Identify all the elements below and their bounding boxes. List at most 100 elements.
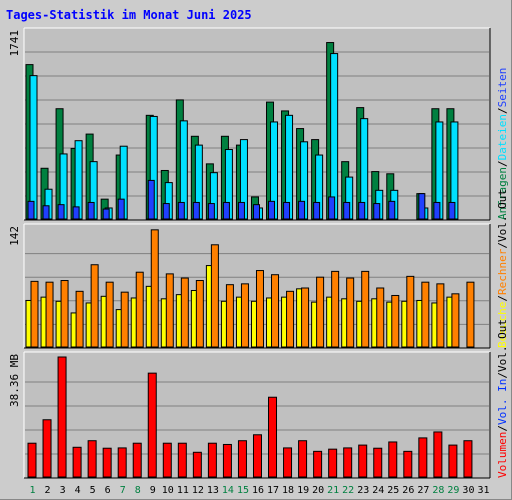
legend-item-anfragen: Anfragen (496, 167, 509, 220)
bar-volumen-day-21 (328, 448, 338, 478)
day-label-22: 22 (342, 485, 354, 496)
day-label-2: 2 (45, 485, 51, 496)
day-label-23: 23 (357, 485, 369, 496)
bar-rechner-day-26 (406, 275, 415, 348)
day-label-19: 19 (297, 485, 309, 496)
bar-volumen-day-24 (373, 447, 383, 478)
bar-volumen-day-11 (177, 442, 187, 478)
bar-rechner-day-8 (135, 271, 144, 348)
bar-volumen-day-5 (87, 440, 97, 478)
bar-rechner-day-20 (316, 276, 325, 348)
day-label-18: 18 (282, 485, 294, 496)
bar-volumen-day-10 (162, 442, 172, 478)
bar-rechner-day-17 (271, 274, 280, 348)
bar-seiten-day-25 (388, 200, 396, 220)
day-label-30: 30 (462, 485, 474, 496)
bar-rechner-day-12 (195, 280, 204, 348)
bar-rechner-day-4 (75, 290, 84, 348)
panel-bottom-legend: Volumen/Vol. In/Vol. Out (496, 319, 509, 478)
legend-separator: / (496, 372, 509, 379)
legend-item-rechner: Rechner (496, 248, 509, 295)
bar-seiten-day-1 (27, 200, 35, 220)
panel-top-ymax-label: 1741 (8, 30, 21, 57)
day-label-16: 16 (252, 485, 264, 496)
bar-seiten-day-17 (268, 200, 276, 220)
day-label-17: 17 (267, 485, 279, 496)
day-label-12: 12 (192, 485, 204, 496)
legend-item-vol-out: Vol. Out (496, 189, 509, 242)
day-label-9: 9 (150, 485, 156, 496)
bar-rechner-day-9 (150, 229, 159, 348)
bar-rechner-day-1 (30, 280, 39, 348)
bar-volumen-day-18 (283, 447, 293, 478)
day-label-28: 28 (432, 485, 444, 496)
legend-item-dateien: Dateien (496, 114, 509, 160)
day-label-24: 24 (372, 485, 384, 496)
day-label-5: 5 (90, 485, 96, 496)
bar-rechner-day-25 (391, 294, 400, 348)
day-label-31: 31 (477, 485, 489, 496)
bar-volumen-day-25 (388, 441, 398, 478)
day-label-26: 26 (402, 485, 414, 496)
bar-rechner-day-22 (346, 277, 355, 348)
day-label-6: 6 (105, 485, 111, 496)
day-label-25: 25 (387, 485, 399, 496)
bar-seiten-day-22 (343, 201, 351, 220)
day-label-7: 7 (120, 485, 126, 496)
bar-volumen-day-7 (117, 447, 127, 478)
bar-volumen-day-27 (418, 437, 428, 478)
bar-volumen-day-16 (252, 434, 262, 478)
bar-seiten-day-2 (42, 205, 50, 220)
bar-seiten-day-24 (373, 203, 381, 220)
legend-item-vol-in: Vol. In (496, 379, 509, 425)
legend-separator: / (496, 107, 509, 114)
bar-seiten-day-10 (162, 203, 170, 220)
bar-rechner-day-7 (120, 291, 129, 348)
bar-volumen-day-14 (222, 443, 232, 478)
bar-seiten-day-16 (252, 204, 260, 220)
bar-seiten-day-4 (72, 206, 80, 220)
bar-rechner-day-21 (331, 270, 340, 348)
bar-seiten-day-21 (328, 196, 336, 220)
legend-item-seiten: Seiten (496, 68, 509, 108)
bar-volumen-day-12 (192, 451, 202, 478)
day-label-20: 20 (312, 485, 324, 496)
bar-seiten-day-27 (418, 193, 426, 220)
bar-rechner-day-15 (240, 283, 249, 348)
page-title: Tages-Statistik im Monat Juni 2025 (6, 8, 252, 22)
day-label-14: 14 (222, 485, 234, 496)
legend-separator: / (496, 242, 509, 249)
panel-middle-legend: Besuche/Rechner/Vol. Out (496, 189, 509, 348)
bar-seiten-day-19 (298, 200, 306, 220)
bar-volumen-day-26 (403, 450, 413, 478)
bar-rechner-day-30 (466, 281, 475, 348)
legend-item-volumen: Volumen (496, 432, 509, 478)
bar-rechner-day-13 (210, 244, 219, 348)
bar-volumen-day-13 (207, 442, 217, 478)
bar-seiten-day-5 (87, 201, 95, 220)
bar-volumen-day-22 (343, 447, 353, 478)
panel-bottom-ymax-label: 38.36 MB (8, 354, 21, 407)
bar-seiten-day-3 (57, 204, 65, 220)
bar-seiten-day-23 (358, 201, 366, 220)
legend-separator: / (496, 160, 509, 167)
panel-top-legend: Anfragen/Dateien/Seiten (496, 68, 509, 220)
bar-rechner-day-11 (180, 277, 189, 348)
bar-volumen-day-4 (72, 446, 82, 478)
bar-volumen-day-1 (27, 442, 37, 478)
day-label-1: 1 (30, 485, 36, 496)
bar-volumen-day-28 (433, 431, 443, 478)
bar-seiten-day-12 (192, 201, 200, 220)
bar-volumen-day-15 (237, 440, 247, 478)
bar-volumen-day-30 (463, 440, 473, 478)
bar-volumen-day-6 (102, 447, 112, 478)
day-label-3: 3 (60, 485, 66, 496)
bar-rechner-day-27 (421, 281, 430, 348)
bar-dateien-day-1 (29, 75, 38, 220)
day-label-27: 27 (417, 485, 429, 496)
bar-rechner-day-29 (451, 293, 460, 348)
bar-seiten-day-7 (117, 198, 125, 220)
bar-rechner-day-23 (361, 270, 370, 348)
